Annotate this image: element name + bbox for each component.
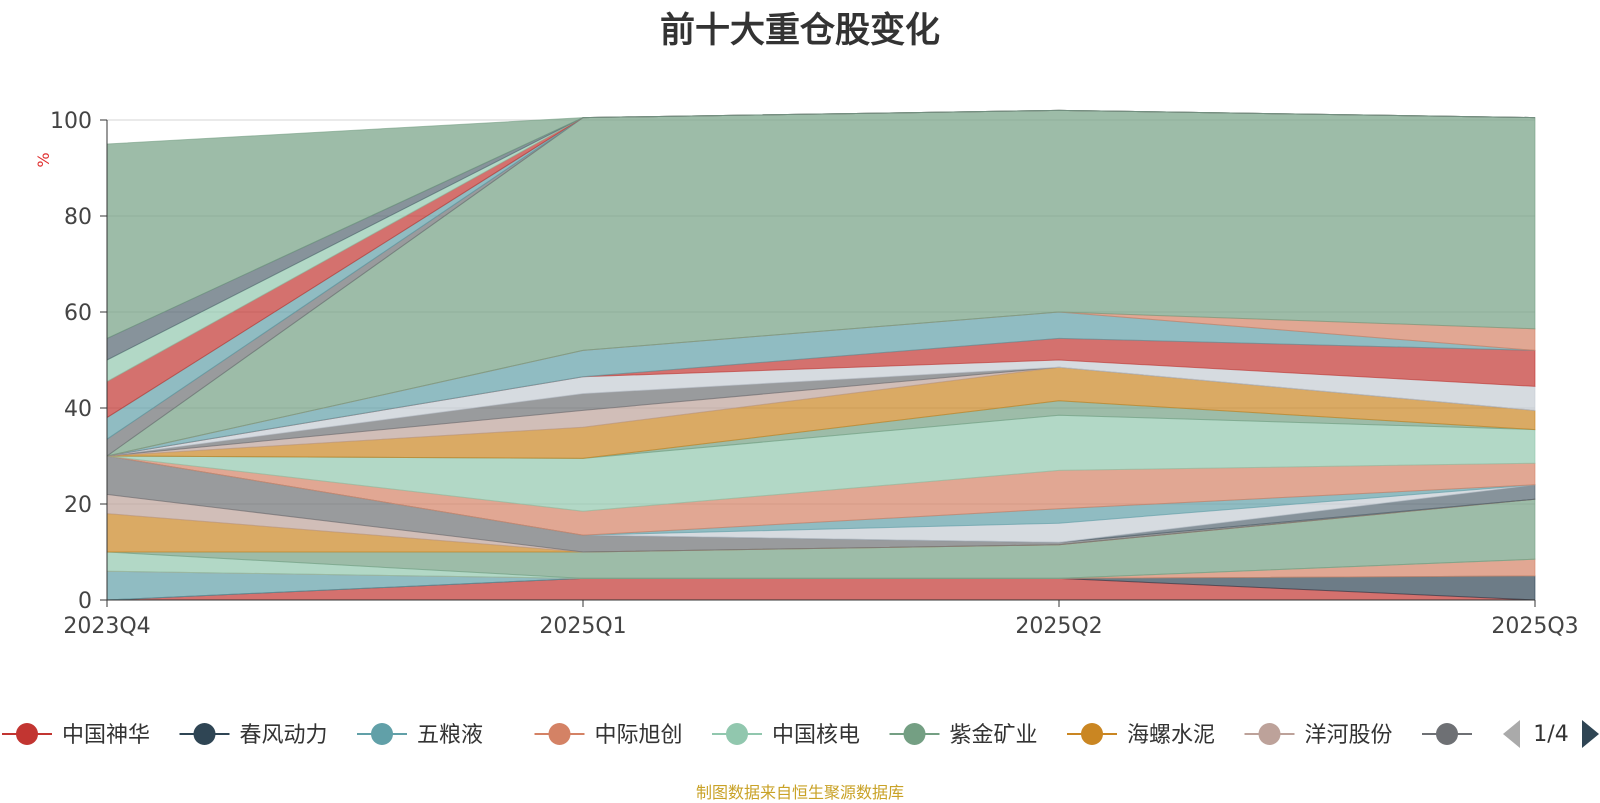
legend-label-4: 中国核电: [772, 723, 860, 748]
legend-item-5[interactable]: 紫金矿业: [889, 723, 1038, 748]
legend-marker-1: [193, 723, 216, 745]
legend-label-6: 海螺水泥: [1127, 723, 1215, 748]
y-tick-label-2: 40: [64, 397, 92, 422]
legend-marker-2: [371, 723, 393, 745]
x-tick-label-1: 2025Q1: [539, 614, 626, 639]
y-tick-label-3: 60: [64, 301, 92, 326]
legend-item-1[interactable]: 春风动力: [179, 723, 328, 748]
legend-item-0[interactable]: 中国神华: [2, 723, 150, 748]
legend-marker-3: [548, 723, 571, 745]
y-axis-label: %: [34, 152, 53, 167]
legend-item-7[interactable]: 洋河股份: [1244, 723, 1393, 748]
legend-item-2[interactable]: 五粮液: [357, 723, 483, 748]
legend-label-7: 洋河股份: [1305, 723, 1393, 748]
legend-item-6[interactable]: 海螺水泥: [1067, 723, 1215, 748]
chart-title: 前十大重仓股变化: [659, 11, 940, 51]
y-tick-label-1: 20: [64, 493, 92, 518]
legend-label-2: 五粮液: [417, 723, 483, 748]
y-tick-label-0: 0: [78, 589, 92, 614]
legend-item-8[interactable]: 美的集团: [1422, 723, 1570, 748]
legend-next-arrow-icon[interactable]: [1582, 720, 1599, 748]
area-series: [106, 109, 1536, 601]
legend-label-3: 中际旭创: [595, 723, 683, 748]
source-note: 制图数据来自恒生聚源数据库: [695, 783, 904, 802]
legend-item-3[interactable]: 中际旭创: [534, 723, 683, 748]
y-tick-label-5: 100: [50, 109, 92, 134]
legend-marker-8: [1436, 723, 1458, 745]
legend-marker-4: [726, 723, 748, 745]
x-tick-label-3: 2025Q3: [1491, 614, 1578, 639]
legend-label-1: 春风动力: [240, 723, 328, 748]
legend-item-4[interactable]: 中国核电: [712, 723, 860, 748]
y-tick-label-4: 80: [64, 205, 92, 230]
legend-marker-5: [903, 723, 926, 745]
x-tick-label-0: 2023Q4: [63, 614, 150, 639]
legend-page-indicator: 1/4: [1533, 722, 1568, 747]
series-area-28[interactable]: [106, 109, 1536, 340]
legend-marker-0: [16, 723, 38, 745]
legend-marker-6: [1081, 723, 1103, 745]
legend-items: 中国神华 春风动力 五粮液 中际旭创 中国核电 紫金矿业 海螺水泥 洋河股份 美的集团: [2, 723, 1570, 748]
legend-prev-arrow-icon[interactable]: [1503, 720, 1520, 748]
x-tick-label-2: 2025Q2: [1015, 614, 1102, 639]
legend-label-0: 中国神华: [62, 723, 150, 748]
legend-marker-7: [1258, 723, 1281, 745]
axes: 0 20 40 60 80 100% 2023Q4 2025Q1 2025Q2 2025Q3: [34, 109, 1579, 639]
legend-label-5: 紫金矿业: [950, 723, 1038, 748]
